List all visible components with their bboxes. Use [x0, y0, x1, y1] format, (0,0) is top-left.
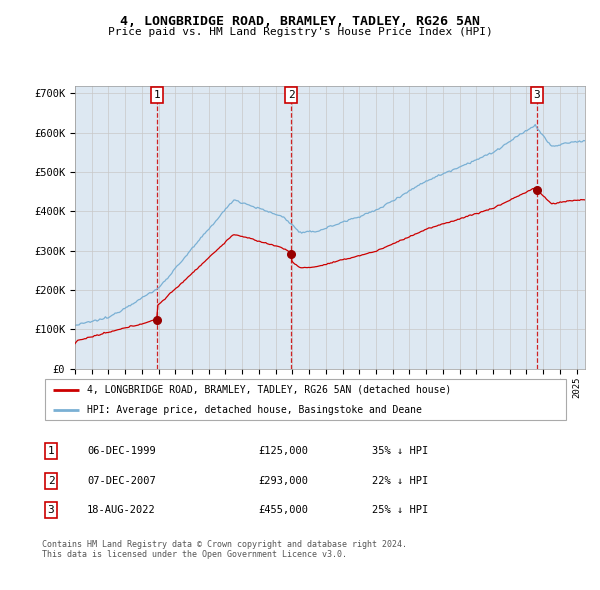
Text: 35% ↓ HPI: 35% ↓ HPI: [372, 447, 428, 456]
Text: £293,000: £293,000: [258, 476, 308, 486]
Text: 1: 1: [47, 447, 55, 456]
Text: 4, LONGBRIDGE ROAD, BRAMLEY, TADLEY, RG26 5AN: 4, LONGBRIDGE ROAD, BRAMLEY, TADLEY, RG2…: [120, 15, 480, 28]
Text: 3: 3: [533, 90, 540, 100]
Text: £125,000: £125,000: [258, 447, 308, 456]
Text: 1: 1: [154, 90, 161, 100]
Text: Price paid vs. HM Land Registry's House Price Index (HPI): Price paid vs. HM Land Registry's House …: [107, 27, 493, 37]
Text: 3: 3: [47, 506, 55, 515]
Text: 22% ↓ HPI: 22% ↓ HPI: [372, 476, 428, 486]
Text: Contains HM Land Registry data © Crown copyright and database right 2024.
This d: Contains HM Land Registry data © Crown c…: [42, 540, 407, 559]
Text: 07-DEC-2007: 07-DEC-2007: [87, 476, 156, 486]
Text: 06-DEC-1999: 06-DEC-1999: [87, 447, 156, 456]
Text: 25% ↓ HPI: 25% ↓ HPI: [372, 506, 428, 515]
Text: 18-AUG-2022: 18-AUG-2022: [87, 506, 156, 515]
Text: HPI: Average price, detached house, Basingstoke and Deane: HPI: Average price, detached house, Basi…: [87, 405, 422, 415]
Text: 4, LONGBRIDGE ROAD, BRAMLEY, TADLEY, RG26 5AN (detached house): 4, LONGBRIDGE ROAD, BRAMLEY, TADLEY, RG2…: [87, 385, 451, 395]
FancyBboxPatch shape: [44, 379, 566, 420]
Text: £455,000: £455,000: [258, 506, 308, 515]
Text: 2: 2: [287, 90, 295, 100]
Text: 2: 2: [47, 476, 55, 486]
